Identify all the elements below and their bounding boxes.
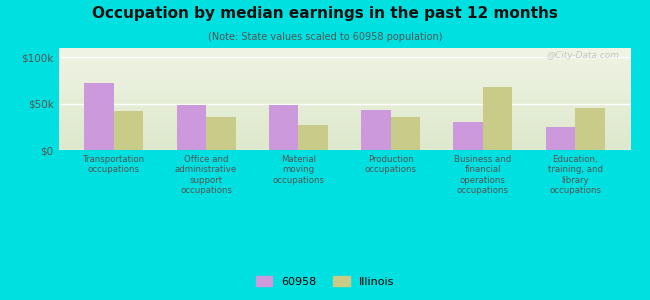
Bar (391, 117, 420, 150)
Legend: 60958, Illinois: 60958, Illinois (252, 272, 398, 291)
Bar (177, 105, 206, 150)
Text: Occupation by median earnings in the past 12 months: Occupation by median earnings in the pas… (92, 6, 558, 21)
Bar (84, 83, 114, 150)
Bar (483, 87, 512, 150)
Bar (545, 127, 575, 150)
Bar (361, 110, 391, 150)
Bar (575, 108, 604, 150)
Bar (206, 117, 236, 150)
Bar (298, 125, 328, 150)
Bar (453, 122, 483, 150)
Bar (114, 111, 144, 150)
Bar (269, 106, 298, 150)
Text: (Note: State values scaled to 60958 population): (Note: State values scaled to 60958 popu… (208, 32, 442, 41)
Text: @City-Data.com: @City-Data.com (546, 51, 619, 60)
